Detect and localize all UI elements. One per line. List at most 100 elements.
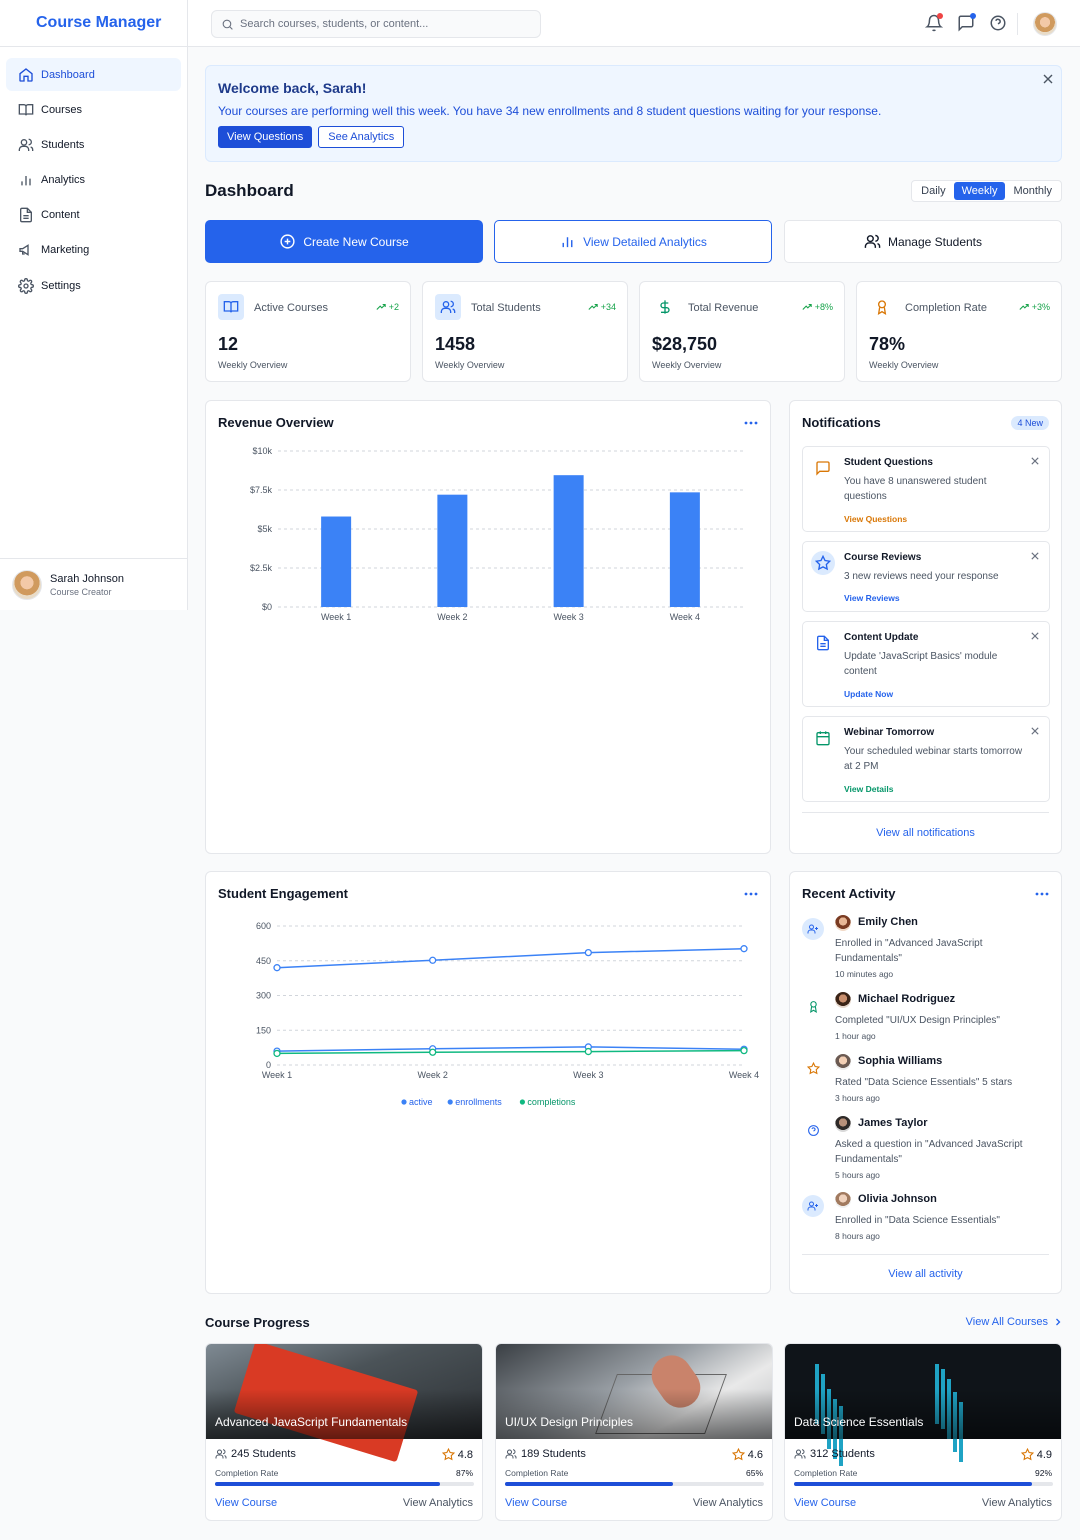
y-tick-label: $0 (262, 602, 272, 612)
close-icon[interactable] (1043, 74, 1053, 84)
x-tick-label: Week 1 (321, 612, 351, 622)
view-all-courses-link[interactable]: View All Courses (966, 1316, 1062, 1328)
create-course-button[interactable]: Create New Course (205, 220, 483, 263)
notifications-panel: Notifications 4 New Student Questions Yo… (789, 400, 1062, 854)
engagement-title: Student Engagement (218, 886, 349, 901)
more-horizontal-icon[interactable] (744, 892, 758, 896)
notification-link[interactable]: View Questions (844, 514, 908, 524)
activity-name[interactable]: Emily Chen (858, 916, 918, 928)
app-title[interactable]: Course Manager (0, 0, 187, 47)
x-tick-label: Week 3 (573, 1070, 603, 1080)
view-course-link[interactable]: View Course (505, 1497, 568, 1509)
top-bar (188, 0, 1080, 47)
x-tick-label: Week 3 (553, 612, 583, 622)
quick-actions: Create New Course View Detailed Analytic… (205, 220, 1062, 263)
course-students-count: 245 Students (231, 1448, 296, 1460)
course-progress-title: Course Progress (205, 1315, 310, 1330)
activity-name[interactable]: Olivia Johnson (858, 1193, 937, 1205)
completion-progress-bar (505, 1482, 764, 1486)
y-tick-label: 300 (256, 991, 271, 1001)
data-point (740, 1046, 748, 1055)
notification-link[interactable]: View Reviews (844, 593, 900, 603)
view-analytics-button[interactable]: View Detailed Analytics (494, 220, 772, 263)
close-icon[interactable] (1031, 727, 1039, 735)
sidebar-item-courses[interactable]: Courses (6, 93, 181, 126)
user-avatar-button[interactable] (1033, 12, 1057, 36)
user-profile[interactable]: Sarah Johnson Course Creator (0, 558, 187, 610)
view-course-link[interactable]: View Course (215, 1497, 278, 1509)
stat-label: Completion Rate (905, 302, 987, 314)
series-line-active (276, 947, 745, 969)
stat-trend-value: +34 (600, 302, 616, 312)
view-all-notifications-link[interactable]: View all notifications (876, 827, 975, 839)
view-analytics-link[interactable]: View Analytics (402, 1497, 473, 1509)
course-rating-value: 4.6 (747, 1448, 763, 1461)
close-icon[interactable] (1031, 552, 1039, 560)
activity-desc: Rated "Data Science Essentials" 5 stars (835, 1077, 1013, 1088)
search-box[interactable] (211, 10, 541, 38)
close-icon[interactable] (1031, 457, 1039, 465)
avatar (835, 1116, 851, 1132)
notification-desc: 3 new reviews need your response (844, 571, 999, 582)
stat-trend: +8% (802, 302, 833, 312)
stat-trend: +3% (1019, 302, 1050, 312)
activity-name[interactable]: Michael Rodriguez (858, 993, 956, 1005)
sidebar-nav: Dashboard Courses Students Analytics Con… (0, 47, 187, 302)
data-point (584, 948, 592, 957)
activity-desc: Completed "UI/UX Design Principles" (835, 1015, 1000, 1026)
period-monthly[interactable]: Monthly (1013, 185, 1052, 197)
view-analytics-label: View Detailed Analytics (583, 234, 707, 249)
stat-subtitle: Weekly Overview (435, 360, 505, 370)
notification-item[interactable]: Webinar Tomorrow Your scheduled webinar … (802, 716, 1050, 802)
sidebar-item-students[interactable]: Students (6, 128, 181, 161)
notification-item[interactable]: Content Update Update 'JavaScript Basics… (802, 621, 1050, 707)
sidebar-item-marketing[interactable]: Marketing (6, 234, 181, 267)
sidebar-item-settings[interactable]: Settings (6, 269, 181, 302)
stat-value: $28,750 (652, 334, 718, 354)
view-all-activity-link[interactable]: View all activity (888, 1268, 963, 1280)
legend-label: enrollments (455, 1097, 502, 1107)
sidebar-item-content[interactable]: Content (6, 199, 181, 232)
activity-time: 5 hours ago (835, 1170, 880, 1180)
bell-icon (925, 14, 943, 32)
manage-students-button[interactable]: Manage Students (784, 220, 1062, 263)
more-horizontal-icon[interactable] (1035, 892, 1049, 896)
activity-name[interactable]: Sophia Williams (858, 1055, 943, 1067)
course-progress-header: Course Progress View All Courses (205, 1315, 1062, 1335)
view-questions-button[interactable]: View Questions (218, 126, 313, 148)
completion-progress-bar (794, 1482, 1053, 1486)
stat-subtitle: Weekly Overview (869, 360, 939, 370)
y-tick-label: $5k (257, 524, 272, 534)
users-icon (435, 294, 461, 320)
file-text-icon (20, 207, 32, 223)
notification-link[interactable]: Update Now (844, 689, 894, 699)
avatar (835, 1192, 851, 1208)
course-students: 312 Students (794, 1448, 875, 1460)
legend-label: active (409, 1097, 433, 1107)
notifications-button[interactable] (925, 13, 943, 32)
completion-rate-value: 87% (455, 1468, 473, 1478)
period-daily[interactable]: Daily (921, 185, 946, 197)
course-students-count: 312 Students (810, 1448, 875, 1460)
notification-link[interactable]: View Details (844, 784, 894, 794)
more-horizontal-icon[interactable] (744, 421, 758, 425)
close-icon[interactable] (1031, 632, 1039, 640)
sidebar-item-dashboard[interactable]: Dashboard (6, 58, 181, 91)
activity-name[interactable]: James Taylor (858, 1117, 928, 1129)
award-icon (869, 294, 895, 320)
see-analytics-button[interactable]: See Analytics (318, 126, 405, 148)
notification-item[interactable]: Course Reviews 3 new reviews need your r… (802, 541, 1050, 612)
sidebar-item-label: Students (41, 138, 85, 151)
messages-button[interactable] (957, 13, 976, 32)
notification-item[interactable]: Student Questions You have 8 unanswered … (802, 446, 1050, 532)
period-weekly[interactable]: Weekly (953, 182, 1006, 200)
sidebar: Course Manager Dashboard Courses Student… (0, 0, 188, 610)
help-button[interactable] (989, 14, 1007, 32)
search-input[interactable] (240, 18, 520, 30)
view-course-link[interactable]: View Course (794, 1497, 857, 1509)
legend-marker (401, 1099, 407, 1105)
course-rating-value: 4.8 (457, 1448, 473, 1461)
view-analytics-link[interactable]: View Analytics (692, 1497, 763, 1509)
sidebar-item-analytics[interactable]: Analytics (6, 164, 181, 197)
view-analytics-link[interactable]: View Analytics (981, 1497, 1052, 1509)
